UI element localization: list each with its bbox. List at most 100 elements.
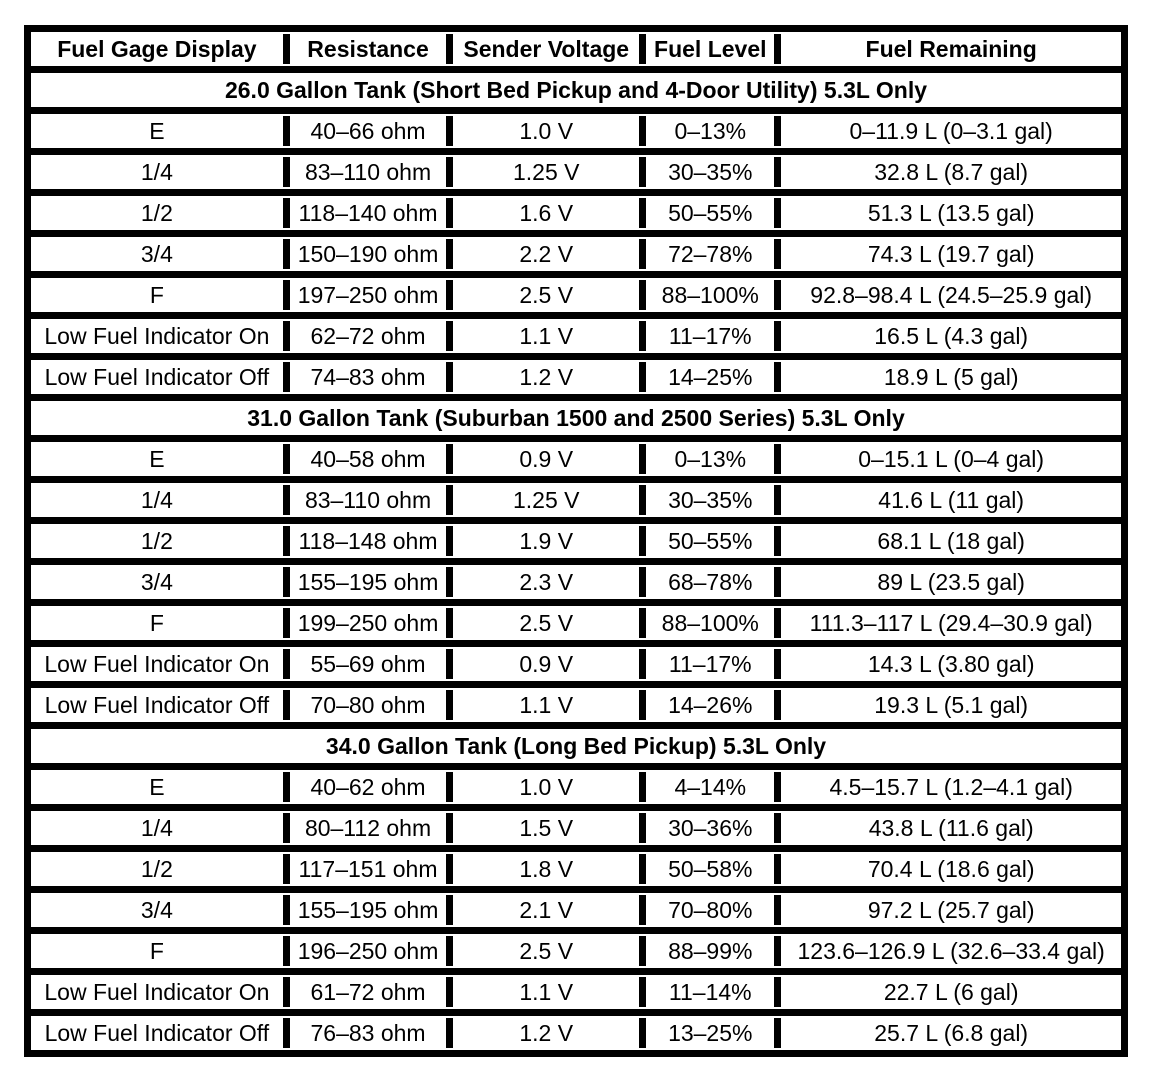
table-row: 1/2 117–151 ohm 1.8 V 50–58% 70.4 L (18.6 ga… (31, 852, 1121, 893)
table-cell: 76–83 ohm (282, 1018, 447, 1048)
table-cell: 50–55% (639, 526, 774, 556)
table-cell: 83–110 ohm (282, 157, 447, 187)
table-cell: 197–250 ohm (282, 280, 447, 310)
table-cell: 25.7 L (6.8 gal) (774, 1018, 1121, 1048)
table-row: F 197–250 ohm 2.5 V 88–100% 92.8–98.4 L (24.… (31, 278, 1121, 319)
table-cell: 199–250 ohm (282, 608, 447, 638)
table-cell: 11–17% (639, 321, 774, 351)
table-cell: 32.8 L (8.7 gal) (774, 157, 1121, 187)
table-cell: 1/2 (140, 856, 173, 882)
table-row: Low Fuel Indicator Off 74–83 ohm 1.2 V 14–2… (31, 360, 1121, 401)
table-cell: 50–58% (639, 854, 774, 884)
table-cell: 74–83 ohm (282, 362, 447, 392)
section-title: 26.0 Gallon Tank (Short Bed Pickup and 4… (224, 77, 928, 103)
table-cell: F (149, 610, 164, 636)
table-cell: 74.3 L (19.7 gal) (774, 239, 1121, 269)
column-header-resistance: Resistance (282, 34, 447, 64)
table-cell: 2.5 V (446, 608, 639, 638)
table-cell: 16.5 L (4.3 gal) (774, 321, 1121, 351)
table-cell: 30–36% (639, 813, 774, 843)
table-cell: 19.3 L (5.1 gal) (774, 690, 1121, 720)
column-header-fuel-remaining: Fuel Remaining (774, 34, 1121, 64)
table-cell: Low Fuel Indicator On (44, 979, 270, 1005)
table-row: 3/4 150–190 ohm 2.2 V 72–78% 74.3 L (19.7 ga… (31, 237, 1121, 278)
table-cell: 155–195 ohm (282, 567, 447, 597)
table-cell: 1.1 V (446, 690, 639, 720)
fuel-sender-table: Fuel Gage Display Resistance Sender Volt… (24, 25, 1128, 1057)
table-cell: 1.0 V (446, 116, 639, 146)
table-cell: 13–25% (639, 1018, 774, 1048)
table-cell: 155–195 ohm (282, 895, 447, 925)
table-row: 1/2 118–140 ohm 1.6 V 50–55% 51.3 L (13.5 ga… (31, 196, 1121, 237)
table-cell: 92.8–98.4 L (24.5–25.9 gal) (774, 280, 1121, 310)
section-header-row: 31.0 Gallon Tank (Suburban 1500 and 2500… (31, 401, 1121, 442)
table-cell: 68–78% (639, 567, 774, 597)
table-cell: 22.7 L (6 gal) (774, 977, 1121, 1007)
table-cell: Low Fuel Indicator On (44, 651, 270, 677)
table-cell: 40–58 ohm (282, 444, 447, 474)
table-cell: 14–26% (639, 690, 774, 720)
table-cell: 11–17% (639, 649, 774, 679)
table-cell: 1/4 (140, 159, 173, 185)
table-cell: 14–25% (639, 362, 774, 392)
column-header-fuel-level: Fuel Level (639, 34, 774, 64)
table-cell: 2.1 V (446, 895, 639, 925)
table-cell: 1/4 (140, 815, 173, 841)
table-cell: 30–35% (639, 485, 774, 515)
table-cell: 1/2 (140, 200, 173, 226)
table-row: E 40–62 ohm 1.0 V 4–14% 4.5–15.7 L (1.2–4.1 … (31, 770, 1121, 811)
section-title: 34.0 Gallon Tank (Long Bed Pickup) 5.3L … (325, 733, 827, 759)
table-cell: 88–100% (639, 608, 774, 638)
table-cell: 0–13% (639, 116, 774, 146)
table-cell: 1.9 V (446, 526, 639, 556)
table-header-row: Fuel Gage Display Resistance Sender Volt… (31, 32, 1121, 73)
table-row: Low Fuel Indicator On 55–69 ohm 0.9 V 11–17… (31, 647, 1121, 688)
table-cell: 30–35% (639, 157, 774, 187)
table-cell: 118–140 ohm (282, 198, 447, 228)
table-row: 3/4 155–195 ohm 2.3 V 68–78% 89 L (23.5 gal) (31, 565, 1121, 606)
table-cell: E (149, 118, 165, 144)
table-cell: 196–250 ohm (282, 936, 447, 966)
table-cell: 70–80 ohm (282, 690, 447, 720)
table-cell: 1.8 V (446, 854, 639, 884)
table-row: Low Fuel Indicator On 62–72 ohm 1.1 V 11–17… (31, 319, 1121, 360)
table-cell: 1.25 V (446, 157, 639, 187)
table-cell: 80–112 ohm (282, 813, 447, 843)
table-cell: 0.9 V (446, 649, 639, 679)
table-cell: 117–151 ohm (282, 854, 447, 884)
table-cell: 123.6–126.9 L (32.6–33.4 gal) (774, 936, 1121, 966)
column-header-fuel-gage-display: Fuel Gage Display (57, 36, 257, 62)
table-cell: 18.9 L (5 gal) (774, 362, 1121, 392)
table-cell: 1.25 V (446, 485, 639, 515)
table-cell: 1.5 V (446, 813, 639, 843)
table-row: 1/4 80–112 ohm 1.5 V 30–36% 43.8 L (11.6 gal… (31, 811, 1121, 852)
table-cell: 14.3 L (3.80 gal) (774, 649, 1121, 679)
table-cell: 1.1 V (446, 321, 639, 351)
table-cell: Low Fuel Indicator On (44, 323, 270, 349)
table-cell: 0–13% (639, 444, 774, 474)
table-cell: 1.0 V (446, 772, 639, 802)
table-cell: 2.5 V (446, 936, 639, 966)
table-row: 1/2 118–148 ohm 1.9 V 50–55% 68.1 L (18 gal) (31, 524, 1121, 565)
table-cell: 0–15.1 L (0–4 gal) (774, 444, 1121, 474)
table-cell: Low Fuel Indicator Off (44, 364, 270, 390)
table-cell: 111.3–117 L (29.4–30.9 gal) (774, 608, 1121, 638)
table-cell: 2.3 V (446, 567, 639, 597)
table-cell: 4–14% (639, 772, 774, 802)
table-cell: 43.8 L (11.6 gal) (774, 813, 1121, 843)
column-header-sender-voltage: Sender Voltage (446, 34, 639, 64)
table-cell: 89 L (23.5 gal) (774, 567, 1121, 597)
table-cell: 88–100% (639, 280, 774, 310)
table-cell: Low Fuel Indicator Off (44, 1020, 270, 1046)
table-row: 3/4 155–195 ohm 2.1 V 70–80% 97.2 L (25.7 ga… (31, 893, 1121, 934)
table-cell: 3/4 (140, 569, 173, 595)
table-cell: 1/2 (140, 528, 173, 554)
table-row: E 40–66 ohm 1.0 V 0–13% 0–11.9 L (0–3.1 gal) (31, 114, 1121, 155)
table-cell: F (149, 282, 164, 308)
table-cell: 2.5 V (446, 280, 639, 310)
table-row: 1/4 83–110 ohm 1.25 V 30–35% 32.8 L (8.7 gal… (31, 155, 1121, 196)
table-cell: 2.2 V (446, 239, 639, 269)
table-cell: 1.1 V (446, 977, 639, 1007)
table-cell: 97.2 L (25.7 gal) (774, 895, 1121, 925)
